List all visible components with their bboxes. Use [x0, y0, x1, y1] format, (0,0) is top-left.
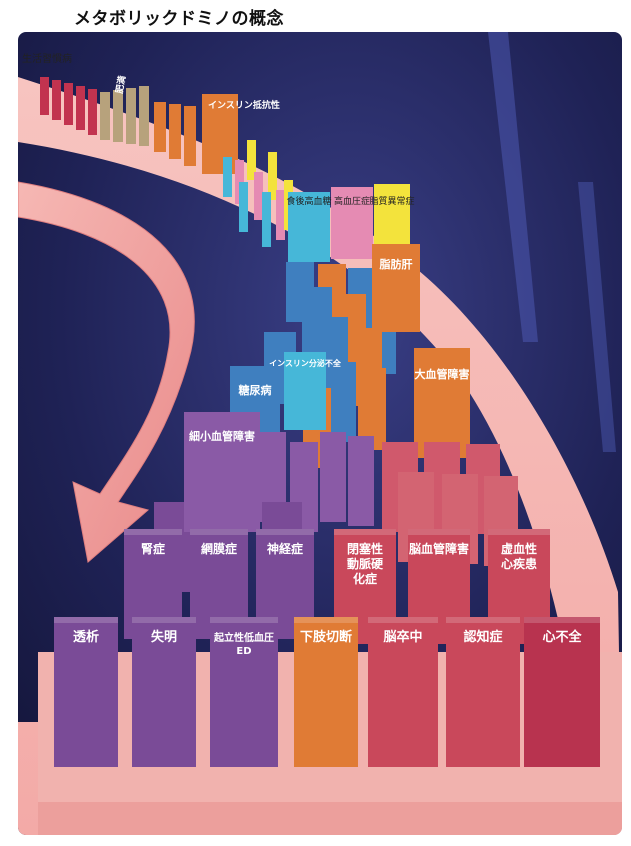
row1-item-6-domino [524, 617, 600, 767]
row2-item-5-domino-top [488, 529, 550, 535]
row1-item-0-label: 透析 [73, 629, 99, 645]
label-obesity: 肥満 [113, 75, 128, 95]
row1-item-5-domino-top [446, 617, 520, 623]
row2-item-0-domino-top [124, 529, 182, 535]
row1-item-1-domino-top [132, 617, 196, 623]
row2-item-3-label: 閉塞性動脈硬化症 [347, 541, 384, 586]
label-insulin-deficiency: インスリン分泌不全 [269, 358, 342, 368]
row1-item-5-domino [446, 617, 520, 767]
curved-arrow [18, 181, 195, 563]
row1-item-4-label: 脳卒中 [383, 629, 422, 645]
row1-item-6-label: 心不全 [542, 629, 582, 645]
row1-item-3-domino [294, 617, 358, 767]
row2-item-2-label: 神経症 [267, 541, 303, 556]
insulin-deficiency-domino [284, 352, 326, 430]
dyslipidemia-domino [374, 184, 410, 254]
postprandial-domino [288, 192, 330, 262]
light-streak [578, 182, 616, 452]
row1-item-2-domino [210, 617, 278, 767]
fatty-liver-domino [372, 244, 420, 332]
hypertension-domino [331, 187, 373, 259]
row2-item-1-label: 網膜症 [201, 541, 237, 556]
row2-item-4-domino-top [408, 529, 470, 535]
label-hypertension: 高血圧症 [334, 195, 370, 207]
row1-item-3-domino-top [294, 617, 358, 623]
row1-item-4-domino [368, 617, 438, 767]
row1-item-2-domino-top [210, 617, 278, 623]
metabolic-domino-diagram: 生活習慣病 肥満 インスリン抵抗性 食後高血糖 高血圧症 脂質異常症 脂肪肝 [18, 32, 622, 835]
row2-item-3-domino-top [334, 529, 396, 535]
row1-item-1-label: 失明 [151, 629, 177, 645]
row2-item-2-domino-top [256, 529, 314, 535]
label-fatty-liver: 脂肪肝 [379, 257, 413, 271]
row1-item-6-domino-top [524, 617, 600, 623]
label-postprandial: 食後高血糖 [286, 195, 331, 207]
row1-item-3-label: 下肢切断 [300, 629, 352, 645]
row1-item-5-label: 認知症 [463, 629, 502, 645]
row1-dominoes: 透析 失明 起立性低血圧 ED 下肢切断 脳卒中 認知症 心不全 [54, 617, 600, 767]
road-front-edge [38, 802, 622, 835]
label-macrovascular: 大血管障害 [415, 367, 470, 381]
row2-item-5-label: 虚血性心疾患 [501, 541, 537, 571]
label-lifestyle: 生活習慣病 [22, 52, 72, 65]
macrovascular-domino [414, 348, 470, 458]
row1-item-0-domino [54, 617, 118, 767]
light-streak [488, 32, 538, 342]
row2-item-1-domino-top [190, 529, 248, 535]
obesity-dominoes [100, 86, 149, 146]
lifestyle-dominoes [40, 77, 97, 135]
row2-item-4-label: 脳血管障害 [409, 541, 469, 556]
row1-item-2-label: 起立性低血圧 ED [213, 631, 274, 657]
label-microvascular: 細小血管障害 [189, 429, 255, 443]
microvascular-domino [184, 412, 260, 532]
label-dyslipidemia: 脂質異常症 [369, 195, 414, 207]
label-insulin-resistance: インスリン抵抗性 [208, 99, 280, 111]
label-diabetes: 糖尿病 [239, 383, 272, 397]
page-title: メタボリックドミノの概念 [74, 9, 284, 29]
row2-item-0-label: 腎症 [141, 541, 165, 556]
row1-item-4-domino-top [368, 617, 438, 623]
row1-item-1-domino [132, 617, 196, 767]
row1-item-0-domino-top [54, 617, 118, 623]
